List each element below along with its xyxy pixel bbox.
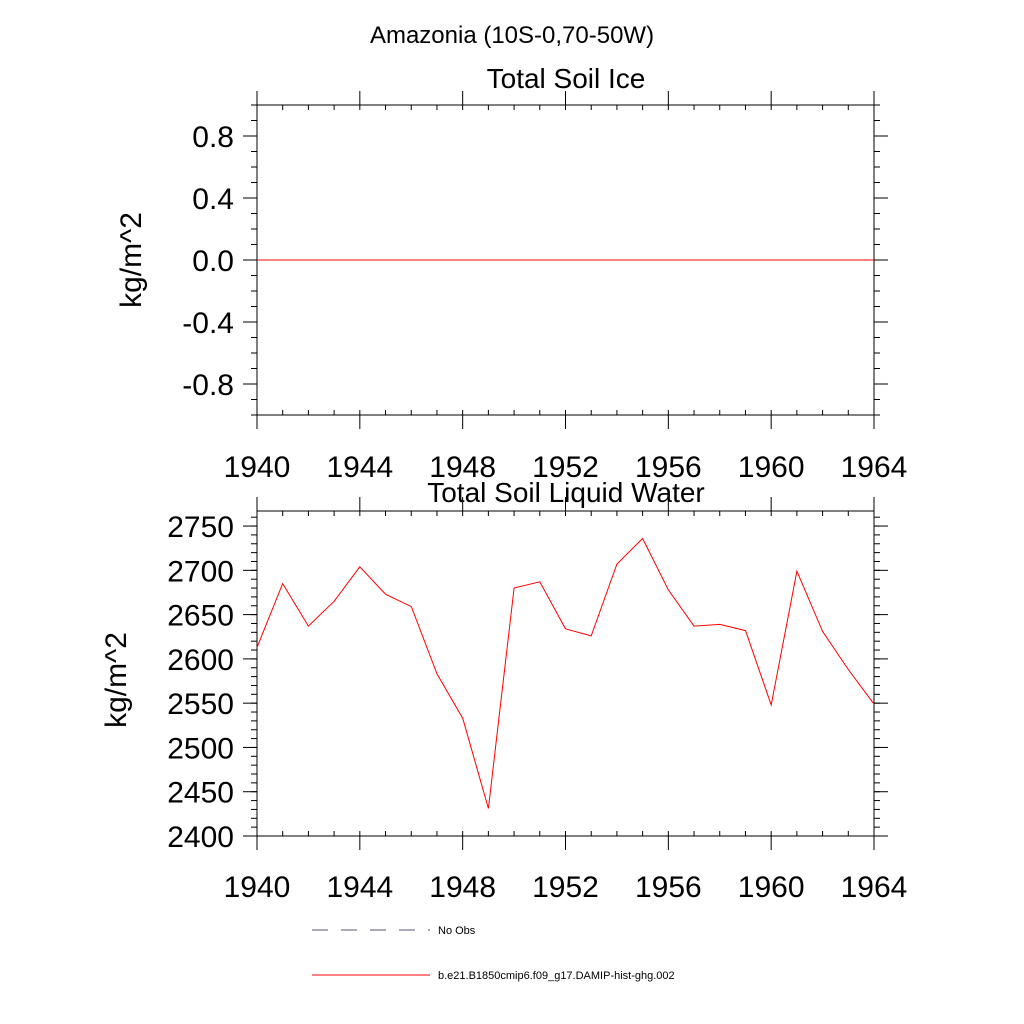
- x-tick-label: 1960: [738, 871, 805, 904]
- y-axis-label: kg/m^2: [100, 632, 133, 728]
- x-tick-label: 1940: [224, 871, 291, 904]
- x-tick-label: 1964: [841, 871, 908, 904]
- y-tick-label: 2450: [167, 777, 234, 810]
- chart-total-soil-liquid-water: Total Soil Liquid Water kg/m^2 1940 1944 1…: [100, 477, 907, 904]
- y-tick-label: 2600: [167, 644, 234, 677]
- y-tick-label: -0.4: [182, 307, 234, 340]
- y-tick-label: 2750: [167, 511, 234, 544]
- x-tick-label: 1940: [224, 451, 291, 484]
- figure-title: Amazonia (10S-0,70-50W): [370, 22, 654, 49]
- chart-title: Total Soil Ice: [487, 63, 646, 94]
- y-tick-label: 0.8: [192, 121, 234, 154]
- x-tick-label: 1964: [841, 451, 908, 484]
- chart-total-soil-ice: Total Soil Ice kg/m^2 1940 1944 1948 1952 19…: [115, 63, 907, 484]
- x-tick-label: 1944: [326, 871, 393, 904]
- x-tick-label: 1948: [429, 451, 496, 484]
- plot-frame: [256, 510, 875, 837]
- y-tick-label: 0.4: [192, 183, 234, 216]
- x-tick-label: 1956: [635, 871, 702, 904]
- legend-label-no-obs: No Obs: [438, 925, 476, 937]
- y-tick-label: 0.0: [192, 245, 234, 278]
- x-tick-label: 1944: [326, 451, 393, 484]
- y-tick-label: 2400: [167, 821, 234, 854]
- y-axis-label: kg/m^2: [115, 212, 148, 308]
- x-tick-label: 1952: [532, 451, 599, 484]
- legend-label-model: b.e21.B1850cmip6.f09_g17.DAMIP-hist-ghg.…: [438, 970, 675, 982]
- series-line: [256, 537, 875, 809]
- legend: No Obs b.e21.B1850cmip6.f09_g17.DAMIP-hi…: [312, 925, 675, 982]
- x-tick-label: 1960: [738, 451, 805, 484]
- x-tick-label: 1952: [532, 871, 599, 904]
- y-tick-label: 2650: [167, 600, 234, 633]
- y-tick-label: 2700: [167, 555, 234, 588]
- x-tick-label: 1948: [429, 871, 496, 904]
- y-tick-label: -0.8: [182, 369, 234, 402]
- x-tick-label: 1956: [635, 451, 702, 484]
- y-tick-label: 2550: [167, 688, 234, 721]
- y-tick-label: 2500: [167, 732, 234, 765]
